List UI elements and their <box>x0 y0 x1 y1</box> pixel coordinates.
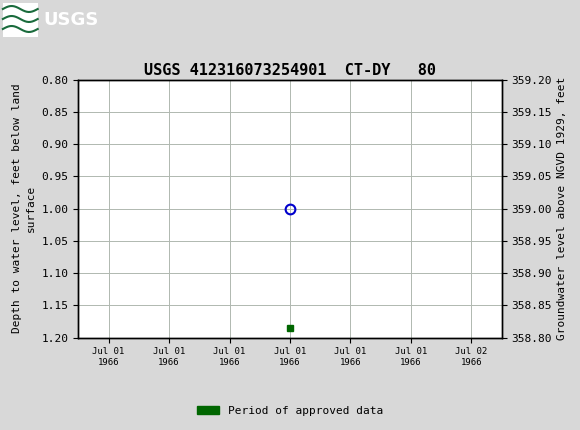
Text: USGS: USGS <box>44 11 99 29</box>
Y-axis label: Depth to water level, feet below land
surface: Depth to water level, feet below land su… <box>12 84 36 333</box>
Bar <box>3 3 38 37</box>
Legend: Period of approved data: Period of approved data <box>193 401 387 420</box>
Text: USGS 412316073254901  CT-DY   80: USGS 412316073254901 CT-DY 80 <box>144 64 436 78</box>
Y-axis label: Groundwater level above NGVD 1929, feet: Groundwater level above NGVD 1929, feet <box>557 77 567 340</box>
